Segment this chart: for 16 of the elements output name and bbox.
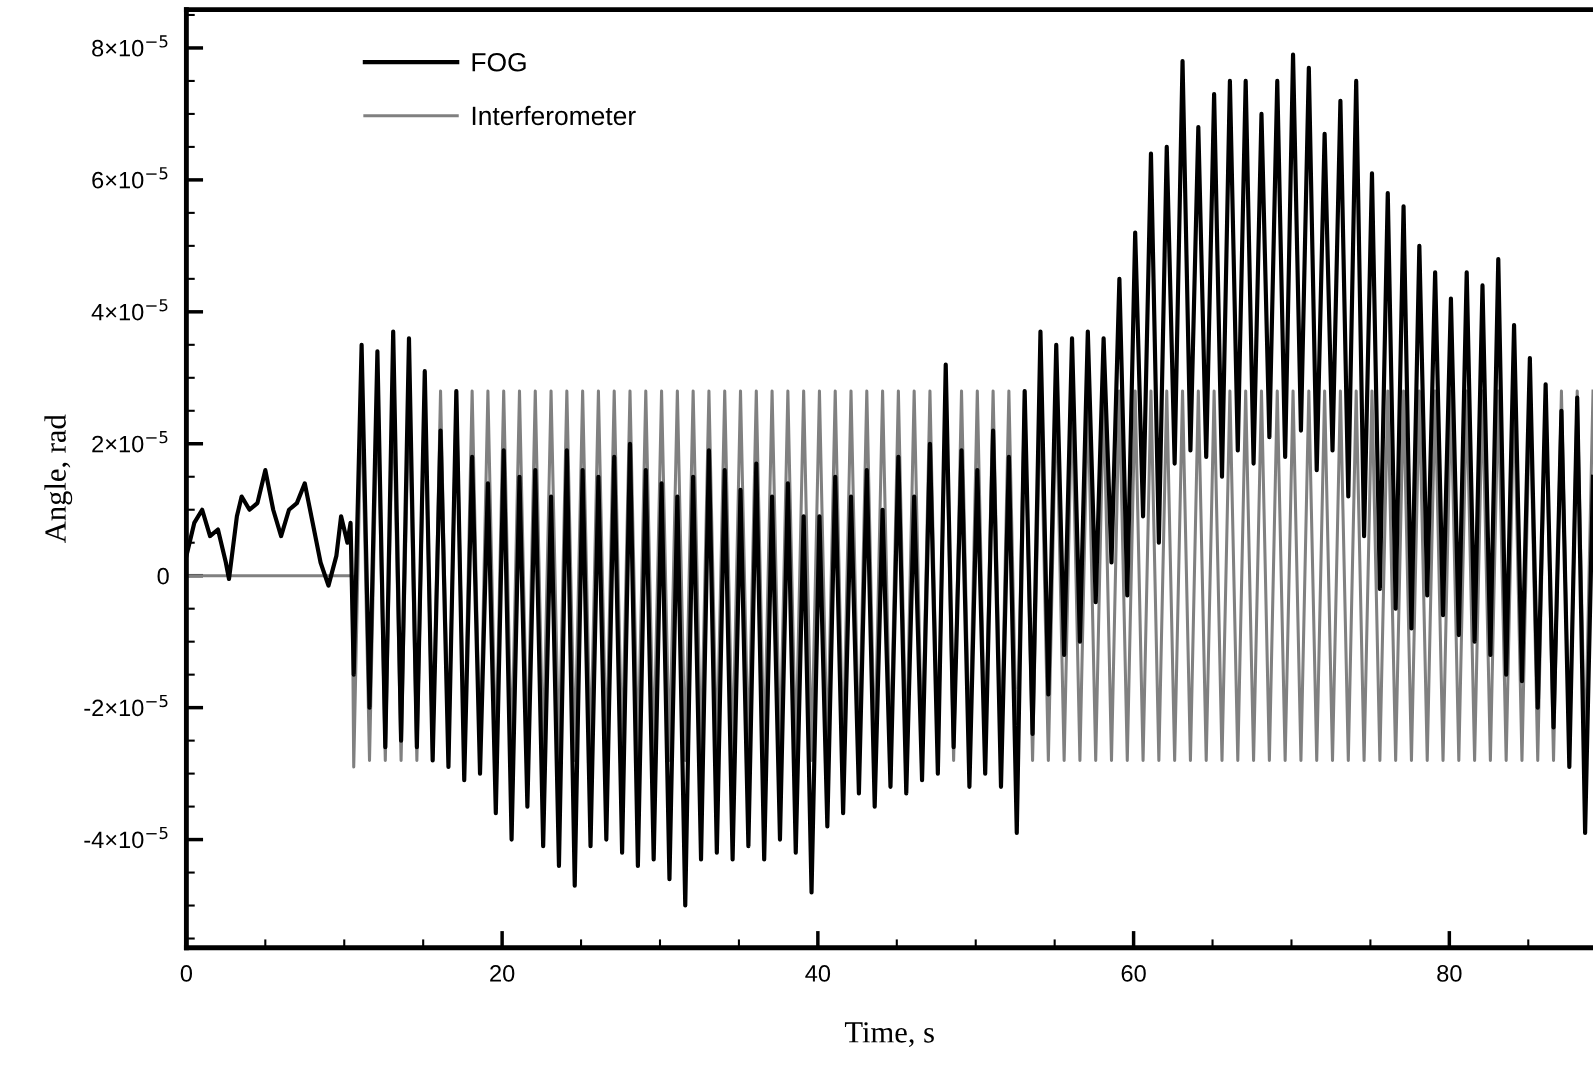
y-tick-label: 8×10$^{−5}$	[92, 35, 168, 57]
y-tick-label: -4×10$^{−5}$	[84, 826, 168, 849]
y-tick-label: 0	[157, 567, 169, 585]
x-tick-label: 40	[805, 965, 831, 982]
y-tick-label: 4×10$^{−5}$	[91, 299, 168, 321]
x-tick-label: 0	[180, 965, 193, 982]
y-tick-label: -2×10$^{−5}$	[84, 694, 168, 717]
x-tick-label: 80	[1437, 965, 1462, 982]
y-tick-label: 6×10$^{−5}$	[92, 167, 168, 189]
legend-label: Interferometer	[472, 105, 636, 126]
y-axis-title: Angle, rad	[44, 414, 73, 543]
legend-label: FOG	[472, 52, 526, 72]
x-tick-label: 20	[490, 965, 515, 982]
y-tick-label: 2×10$^{−5}$	[92, 431, 168, 453]
x-axis-title: Time, s	[844, 1022, 934, 1048]
x-tick-label: 60	[1121, 965, 1146, 982]
